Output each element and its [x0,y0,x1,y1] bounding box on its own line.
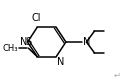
Text: N: N [19,37,27,47]
Text: CH₃: CH₃ [2,44,18,53]
Text: S: S [25,37,31,47]
Text: N: N [57,57,64,67]
Text: N: N [83,37,90,47]
Text: Cl: Cl [31,13,41,23]
Text: ↵: ↵ [113,71,120,80]
